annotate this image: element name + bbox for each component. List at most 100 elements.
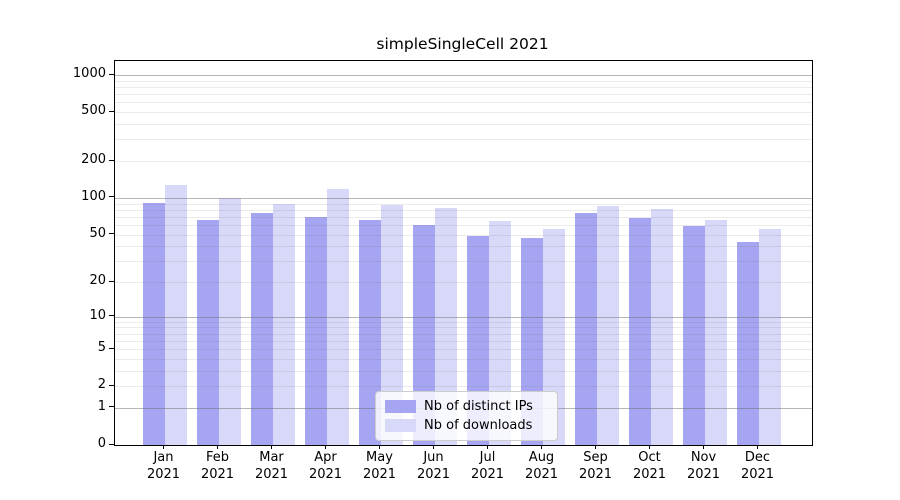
gridline-minor-7: [115, 333, 812, 335]
gridline-minor-8: [115, 327, 812, 329]
gridline-minor-6: [115, 340, 812, 342]
y-tick-label-5: 5: [97, 340, 106, 356]
bar-distinct-ips-dec: [736, 242, 759, 445]
x-tick-label-apr: Apr 2021: [286, 450, 366, 483]
legend-item-downloads: Nb of downloads: [376, 418, 557, 433]
gridline-minor-60: [115, 224, 812, 226]
gridline-major-10: [115, 316, 812, 318]
gridline-minor-2: [115, 386, 812, 388]
bar-downloads-jun: [434, 208, 457, 445]
y-tick-label-0: 0: [97, 436, 106, 451]
legend-label-distinct-ips: Nb of distinct IPs: [424, 398, 533, 414]
gridline-minor-900: [115, 80, 812, 82]
y-tick-100: [109, 196, 114, 198]
y-tick-5: [109, 347, 114, 349]
gridline-minor-80: [115, 209, 812, 211]
gridline-minor-800: [115, 87, 812, 88]
y-tick-label-500: 500: [81, 103, 106, 119]
bar-distinct-ips-feb: [196, 219, 219, 445]
x-tick-label-mar: Mar 2021: [232, 450, 312, 483]
gridline-major-1000: [115, 75, 812, 76]
x-tick-year-apr: 2021: [308, 466, 343, 482]
x-tick-oct: [649, 445, 650, 449]
x-tick-jun: [433, 445, 434, 449]
gridline-minor-9: [115, 321, 812, 323]
y-tick-label-50: 50: [89, 225, 106, 241]
y-tick-1: [109, 406, 114, 408]
x-tick-jan: [163, 445, 164, 449]
bar-distinct-ips-oct: [628, 218, 651, 445]
x-tick-dec: [757, 445, 758, 449]
x-tick-feb: [217, 445, 218, 449]
chart-title: simpleSingleCell 2021: [376, 35, 549, 53]
bar-downloads-dec: [758, 229, 781, 445]
bar-downloads-feb: [218, 197, 241, 445]
legend-swatch-distinct-ips: [385, 399, 416, 413]
y-tick-label-200: 200: [81, 152, 106, 167]
bar-downloads-mar: [272, 204, 295, 445]
bar-downloads-jul: [488, 220, 511, 445]
y-tick-label-1: 1: [97, 398, 106, 414]
bar-downloads-oct: [650, 209, 673, 445]
gridline-minor-70: [115, 216, 812, 218]
y-tick-label-10: 10: [89, 307, 106, 323]
bar-distinct-ips-jan: [142, 202, 165, 445]
y-tick-0: [109, 443, 114, 445]
x-tick-label-sep: Sep 2021: [556, 450, 636, 483]
gridline-minor-3: [115, 370, 812, 372]
x-tick-label-may: May 2021: [340, 450, 420, 483]
x-tick-nov: [703, 445, 704, 449]
x-tick-label-jul: Jul 2021: [448, 450, 528, 483]
gridline-major-100: [115, 197, 812, 199]
gridline-minor-500: [115, 112, 812, 114]
x-tick-aug: [541, 445, 542, 449]
y-tick-200: [109, 159, 114, 161]
gridline-minor-90: [115, 203, 812, 205]
y-tick-1000: [109, 73, 114, 75]
y-tick-10: [109, 315, 114, 317]
gridline-minor-4: [115, 358, 812, 360]
x-tick-apr: [325, 445, 326, 449]
bar-downloads-may: [380, 205, 403, 445]
y-tick-50: [109, 233, 114, 234]
bar-distinct-ips-jun: [412, 224, 435, 445]
y-tick-label-1000: 1000: [72, 66, 106, 81]
gridline-minor-50: [115, 234, 812, 236]
x-tick-label-jan: Jan 2021: [124, 450, 204, 483]
gridline-minor-400: [115, 124, 812, 125]
gridline-minor-30: [115, 261, 812, 263]
bar-distinct-ips-may: [358, 219, 381, 445]
x-tick-mar: [271, 445, 272, 449]
legend: Nb of distinct IPs Nb of downloads: [375, 391, 558, 441]
x-tick-year-oct: 2021: [632, 466, 667, 482]
x-tick-label-oct: Oct 2021: [610, 450, 690, 483]
grid-layer: [115, 61, 812, 445]
bar-downloads-jan: [164, 184, 187, 445]
bar-downloads-nov: [704, 219, 727, 445]
legend-label-downloads: Nb of downloads: [424, 418, 533, 434]
bar-distinct-ips-sep: [574, 213, 597, 445]
x-tick-label-jun: Jun 2021: [394, 450, 474, 483]
x-tick-label-dec: Dec 2021: [718, 450, 798, 483]
plot-area: Nb of distinct IPs Nb of downloads: [114, 60, 813, 446]
x-tick-sep: [595, 445, 596, 449]
x-tick-year-sep: 2021: [578, 466, 613, 482]
y-tick-20: [109, 280, 114, 282]
gridline-minor-5: [115, 349, 812, 351]
gridline-minor-600: [115, 102, 812, 104]
x-tick-label-aug: Aug 2021: [502, 450, 582, 483]
x-tick-label-nov: Nov 2021: [664, 450, 744, 483]
gridline-minor-200: [115, 161, 812, 162]
bar-distinct-ips-mar: [250, 213, 273, 445]
x-tick-year-nov: 2021: [686, 466, 721, 482]
x-tick-year-mar: 2021: [254, 466, 289, 482]
x-tick-jul: [487, 445, 488, 449]
y-tick-2: [109, 384, 114, 386]
x-tick-year-jan: 2021: [146, 466, 181, 482]
y-tick-label-2: 2: [97, 377, 106, 393]
x-tick-year-may: 2021: [362, 466, 397, 482]
y-tick-label-100: 100: [81, 188, 106, 204]
bar-distinct-ips-apr: [304, 216, 327, 445]
legend-swatch-downloads: [385, 419, 416, 433]
